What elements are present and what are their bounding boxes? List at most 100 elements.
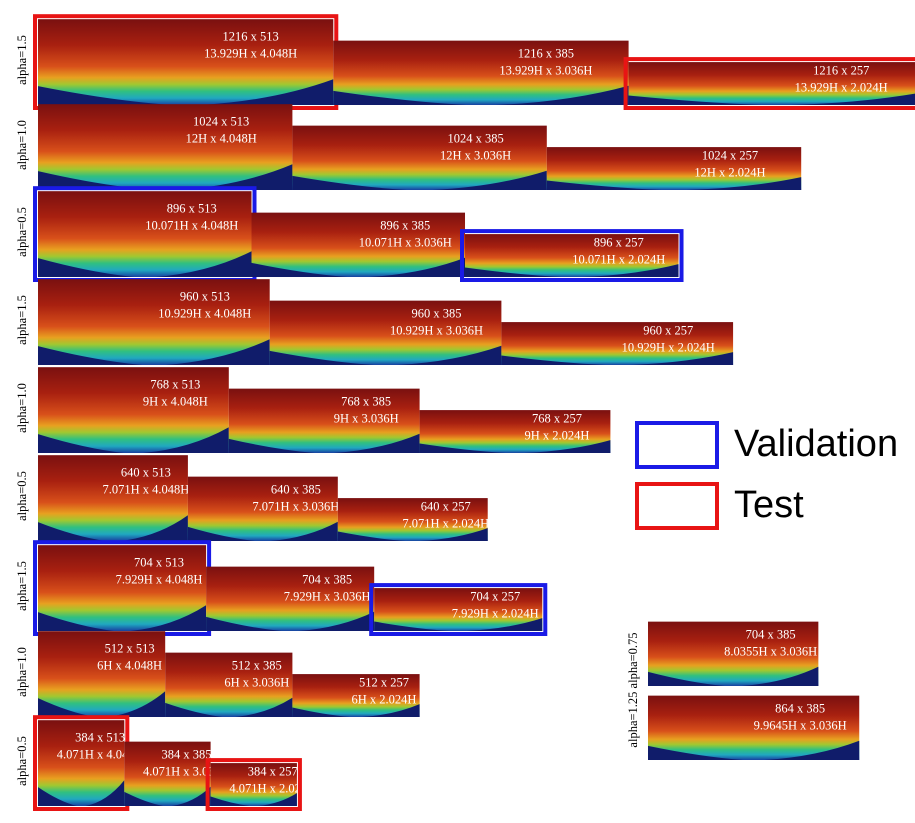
panel-resolution: 704 x 385	[746, 628, 796, 642]
panel-size: 4.071H x 2.024H	[229, 782, 316, 796]
row-label: alpha=0.5	[15, 471, 29, 521]
bottom-wall	[648, 740, 860, 760]
flow-field	[228, 388, 420, 453]
panel-resolution: 768 x 513	[150, 377, 200, 391]
panel-size: 9H x 3.036H	[334, 412, 399, 426]
panel-size: 8.0355H x 3.036H	[724, 645, 817, 659]
panel-size: 12H x 3.036H	[440, 149, 511, 163]
panel-size: 7.929H x 2.024H	[452, 607, 539, 621]
bottom-wall	[228, 433, 420, 453]
panel-resolution: 512 x 385	[232, 659, 282, 673]
panel-size: 6H x 2.024H	[352, 693, 417, 707]
panel-resolution: 704 x 257	[470, 590, 520, 604]
panel-size: 10.929H x 3.036H	[390, 324, 483, 338]
flow-field	[38, 720, 125, 806]
bottom-wall	[38, 251, 252, 277]
flow-field	[38, 19, 334, 105]
panel-resolution: 960 x 513	[180, 289, 230, 303]
flow-field	[38, 631, 166, 717]
bottom-wall	[333, 85, 629, 105]
legend-box	[635, 482, 719, 530]
highlight-box	[460, 229, 684, 282]
panel-resolution: 1216 x 257	[813, 64, 869, 78]
panel-size: 12H x 2.024H	[694, 166, 765, 180]
panel-size: 10.929H x 2.024H	[622, 341, 715, 355]
bottom-wall	[38, 79, 334, 105]
panel-resolution: 384 x 513	[75, 730, 125, 744]
bottom-wall	[210, 793, 297, 806]
bottom-wall	[648, 666, 819, 686]
panel-resolution: 640 x 513	[121, 465, 171, 479]
legend-label: Test	[734, 484, 804, 526]
row-label: alpha=1.5	[15, 295, 29, 345]
panel-resolution: 640 x 385	[271, 483, 321, 497]
flow-field	[333, 40, 629, 106]
panel-size: 10.071H x 2.024H	[572, 253, 665, 267]
panel-size: 7.929H x 3.036H	[284, 590, 371, 604]
bottom-wall	[38, 164, 293, 190]
panel-resolution: 896 x 385	[380, 219, 430, 233]
panel-resolution: 896 x 513	[167, 201, 217, 215]
extra-label: alpha=1.25 alpha=0.75	[626, 632, 640, 747]
bottom-wall	[546, 177, 802, 190]
flow-field	[648, 621, 819, 686]
panel-size: 4.071H x 4.048H	[57, 747, 144, 761]
bottom-wall	[628, 93, 915, 105]
bottom-wall	[38, 427, 229, 453]
panel-resolution: 704 x 385	[302, 573, 352, 587]
flow-field	[206, 566, 375, 631]
row-label: alpha=0.5	[15, 736, 29, 786]
panel-resolution: 1216 x 385	[518, 47, 574, 61]
flow-field	[38, 455, 188, 541]
flow-field	[501, 322, 734, 365]
panel-size: 7.071H x 3.036H	[252, 500, 339, 514]
panel-resolution: 1216 x 513	[222, 29, 278, 43]
panel-resolution: 1024 x 513	[193, 114, 249, 128]
panel-resolution: 1024 x 385	[447, 132, 503, 146]
bottom-wall	[465, 264, 679, 277]
bottom-wall	[374, 618, 543, 631]
panel-size: 6H x 4.048H	[97, 658, 162, 672]
panel-resolution: 896 x 257	[594, 236, 644, 250]
bottom-wall	[38, 605, 207, 631]
panel-size: 7.071H x 4.048H	[103, 482, 190, 496]
panel-resolution: 960 x 385	[412, 307, 462, 321]
flow-field	[292, 125, 547, 190]
flow-field	[165, 652, 293, 717]
panel-resolution: 768 x 257	[532, 412, 582, 426]
panel-size: 7.929H x 4.048H	[116, 572, 203, 586]
bottom-wall	[38, 515, 188, 541]
bottom-wall	[165, 697, 293, 717]
row-label: alpha=1.5	[15, 561, 29, 611]
panel-resolution: 512 x 513	[105, 641, 155, 655]
flow-field	[465, 234, 679, 277]
panel-resolution: 640 x 257	[421, 500, 471, 514]
flow-field	[648, 695, 860, 760]
flow-field	[374, 588, 543, 631]
highlight-box	[369, 583, 548, 636]
bottom-wall	[419, 440, 611, 453]
row-label: alpha=1.0	[15, 383, 29, 433]
flow-field	[337, 498, 488, 541]
highlight-box	[205, 758, 302, 811]
flow-field	[546, 147, 802, 190]
bottom-wall	[206, 611, 375, 631]
panel-size: 13.929H x 2.024H	[795, 81, 888, 95]
panel-size: 7.071H x 2.024H	[402, 517, 489, 531]
bottom-wall	[38, 691, 166, 717]
flow-field	[419, 410, 611, 453]
panel-size: 12H x 4.048H	[186, 131, 257, 145]
legend-label: Validation	[734, 423, 898, 465]
bottom-wall	[269, 345, 502, 365]
flow-field	[251, 212, 466, 277]
bottom-wall	[292, 704, 420, 717]
bottom-wall	[187, 521, 338, 541]
flow-field	[38, 545, 207, 631]
panel-resolution: 384 x 385	[161, 748, 211, 762]
panel-resolution: 384 x 257	[248, 765, 298, 779]
flow-field	[292, 674, 420, 717]
legend-box	[635, 421, 719, 469]
bottom-wall	[292, 170, 547, 190]
panel-size: 9H x 4.048H	[143, 394, 208, 408]
row-label: alpha=1.0	[15, 120, 29, 170]
